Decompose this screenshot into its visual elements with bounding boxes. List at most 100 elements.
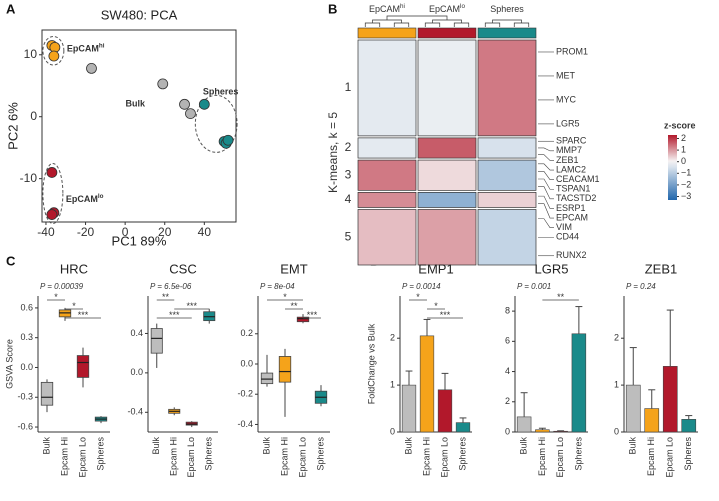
gene-leader <box>538 178 554 190</box>
group-label-sup: lo <box>460 3 465 10</box>
heat-block <box>477 209 537 266</box>
bar <box>516 416 532 433</box>
gene-label: LAMC2 <box>556 164 586 174</box>
group-bar <box>417 27 477 39</box>
x-tick-label: Bulk <box>261 437 271 455</box>
group-label-main: EpCAM <box>369 4 400 14</box>
significance-label: ** <box>162 292 170 302</box>
x-tick-label: Bulk <box>151 437 161 455</box>
group-ellipse <box>42 35 65 66</box>
significance-label: *** <box>307 310 318 320</box>
gene-leader <box>538 171 554 180</box>
dendrogram <box>372 19 402 23</box>
point <box>48 50 60 62</box>
x-tick-label: 20 <box>158 225 172 239</box>
dendrogram <box>364 22 381 27</box>
dendrogram <box>484 22 501 27</box>
p-value: P = 8e-04 <box>260 282 295 291</box>
gene-label: RUNX2 <box>556 250 587 260</box>
box <box>296 316 310 323</box>
x-tick-label: Epcam Hi <box>169 437 179 476</box>
y-tick-label: -0.6 <box>17 421 33 431</box>
gene-label: SPARC <box>556 136 587 146</box>
heat-block <box>417 209 477 266</box>
heat-block <box>357 209 417 266</box>
cluster-label: 1 <box>345 80 352 94</box>
heat-block <box>417 159 477 191</box>
heat-block <box>477 137 537 159</box>
significance-label: ** <box>290 301 298 311</box>
bar <box>625 384 641 433</box>
x-tick-label: Epcam Lo <box>665 437 675 478</box>
dendrogram <box>424 22 441 27</box>
gene-label: CEACAM1 <box>556 174 600 184</box>
bar <box>571 333 587 433</box>
box <box>260 372 274 385</box>
group-bar <box>477 27 537 39</box>
y-tick-label: 0 <box>614 426 619 436</box>
gene-leader <box>538 163 554 171</box>
y-axis-label: PC2 6% <box>5 102 20 150</box>
gene-leader <box>538 203 554 219</box>
x-tick-label: Bulk <box>41 437 51 455</box>
gene-label: MET <box>556 70 576 80</box>
series-label: Spheres <box>203 87 239 97</box>
y-tick-label: 0.2 <box>240 328 253 338</box>
series-label-sup: lo <box>98 193 104 200</box>
gene-leader <box>538 195 554 209</box>
x-tick-label: 40 <box>198 225 212 239</box>
y-tick-label: 2 <box>614 333 619 343</box>
x-tick-label: Epcam Lo <box>439 437 449 478</box>
colorbar-tick-label: 1 <box>681 144 686 154</box>
significance-label: * <box>54 292 58 302</box>
y-tick-label: 2 <box>390 333 395 343</box>
significance-label: ** <box>557 292 565 302</box>
x-tick-label: Epcam Lo <box>77 437 87 478</box>
bar <box>437 389 453 433</box>
x-tick-label: -40 <box>37 225 55 239</box>
bar <box>681 419 697 433</box>
x-tick-label: Bulk <box>403 437 413 455</box>
point <box>46 209 58 220</box>
chart-title: SW480: PCA <box>101 7 178 22</box>
point <box>198 98 210 110</box>
y-tick-label: -0.4 <box>127 407 143 417</box>
chart-title: EMT <box>280 261 308 276</box>
colorbar-tick-label: 0 <box>681 156 686 166</box>
x-tick-label: Spheres <box>204 437 214 471</box>
dendrogram <box>386 15 448 20</box>
dendrogram <box>453 22 470 27</box>
group-ellipse <box>42 162 64 225</box>
bar <box>401 384 417 433</box>
gene-label: ZEB1 <box>556 155 579 165</box>
significance-label: * <box>72 301 76 311</box>
box <box>76 355 90 378</box>
dendrogram <box>492 19 522 23</box>
group-label-sup: hi <box>400 3 405 10</box>
plot-frame <box>41 29 237 223</box>
chart-title: LGR5 <box>535 261 569 276</box>
heat-block <box>357 39 417 137</box>
cluster-label: 4 <box>345 192 352 206</box>
box <box>40 381 54 406</box>
box <box>150 328 163 354</box>
significance-label: *** <box>169 310 180 320</box>
gene-label: PROM1 <box>556 46 588 56</box>
y-tick-label: 2 <box>505 396 510 406</box>
bar <box>662 366 678 433</box>
x-tick-label: Epcam Lo <box>555 437 565 478</box>
heat-block <box>357 137 417 159</box>
series-label-main: Bulk <box>126 99 146 109</box>
gene-leader <box>538 154 554 161</box>
group-bar <box>357 27 417 39</box>
dendrogram <box>513 22 530 27</box>
point <box>185 108 196 120</box>
significance-label: *** <box>186 301 197 311</box>
gene-label: MMP7 <box>556 145 582 155</box>
heat-block <box>477 191 537 208</box>
chart-title: ZEB1 <box>645 261 678 276</box>
y-axis-label: GSVA Score <box>4 339 14 389</box>
y-tick-label: -10 <box>20 171 38 185</box>
p-value: P = 0.24 <box>626 282 656 291</box>
